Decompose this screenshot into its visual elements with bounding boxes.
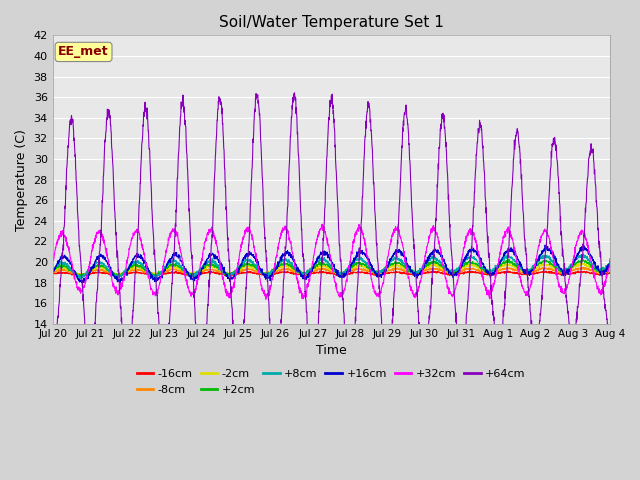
Text: EE_met: EE_met bbox=[58, 46, 109, 59]
Title: Soil/Water Temperature Set 1: Soil/Water Temperature Set 1 bbox=[219, 15, 444, 30]
X-axis label: Time: Time bbox=[316, 344, 347, 357]
Legend: -16cm, -8cm, -2cm, +2cm, +8cm, +16cm, +32cm, +64cm: -16cm, -8cm, -2cm, +2cm, +8cm, +16cm, +3… bbox=[132, 365, 530, 399]
Y-axis label: Temperature (C): Temperature (C) bbox=[15, 129, 28, 230]
